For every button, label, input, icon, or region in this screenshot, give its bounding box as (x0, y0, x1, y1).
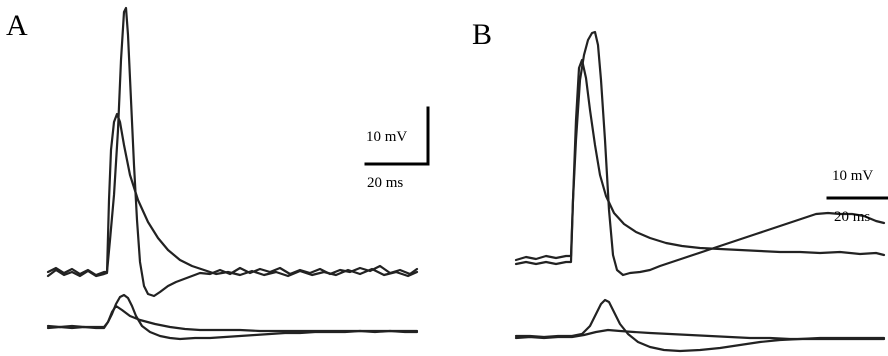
panel-b-lower-trace-flat (514, 328, 886, 341)
panel-a-scalebar-voltage: 10 mV (366, 129, 407, 145)
panel-a-scalebar-lines (364, 106, 430, 166)
panel-b: B 10 mV 20 ms (472, 18, 888, 353)
panel-a-lower-trace-flat (46, 304, 419, 333)
panel-a-scalebar-time: 20 ms (367, 175, 403, 191)
panel-a-scalebar: 10 mV 20 ms (364, 106, 430, 191)
panel-a-trace-broad (46, 112, 419, 278)
panel-a-label: A (6, 9, 28, 42)
panel-b-trace-broad (514, 58, 886, 266)
panel-a-lower-trace-peaked (46, 293, 419, 341)
panel-b-scalebar-time: 20 ms (834, 209, 870, 225)
panel-b-scalebar-voltage: 10 mV (832, 168, 873, 184)
panel-b-label: B (472, 18, 492, 51)
panel-b-scalebar: 10 mV 20 ms (826, 168, 888, 225)
panel-a-trace-tall-spike (46, 6, 419, 298)
panel-a: A 10 mV 20 ms (6, 6, 430, 341)
panel-b-lower-trace-peaked (514, 298, 886, 353)
